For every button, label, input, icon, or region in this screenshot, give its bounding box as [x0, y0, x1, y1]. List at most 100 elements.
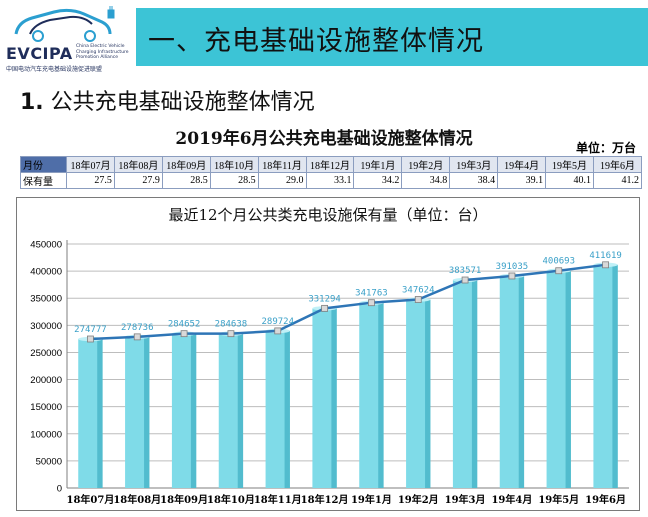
bar-shade	[565, 270, 571, 488]
table-value-row: 保有量 27.5 27.9 28.5 28.5 29.0 33.1 34.2 3…	[20, 172, 643, 189]
table-row-label: 保有量	[20, 172, 67, 189]
chart-title: 最近12个月公共类充电设施保有量（单位：台）	[168, 206, 488, 224]
table-value-cell: 34.2	[353, 172, 403, 189]
bar-shade	[471, 280, 478, 488]
line-marker	[180, 330, 188, 338]
line-marker	[414, 296, 422, 303]
line-marker	[227, 330, 235, 338]
table-month-cell: 19年3月	[449, 156, 499, 173]
y-tick-label: 350000	[30, 294, 62, 305]
table-value-cell: 40.1	[545, 172, 594, 189]
table-value-cell: 29.0	[257, 172, 307, 189]
line-marker	[368, 299, 375, 307]
car-plug-icon	[14, 6, 115, 42]
table-month-cell: 18年08月	[113, 156, 163, 173]
table-title: 2019年6月公共充电基础设施整体情况	[175, 129, 473, 149]
table-value-cell: 33.1	[305, 172, 355, 189]
line-marker	[87, 335, 94, 343]
chart-container: 最近12个月公共类充电设施保有量（单位：台） 0 50000 100000 15000…	[16, 197, 640, 511]
line-marker	[133, 333, 141, 341]
data-label: 347624	[402, 286, 435, 296]
y-tick-label: 400000	[30, 267, 62, 278]
table-value-cell: 27.5	[66, 172, 115, 189]
line-marker	[602, 261, 609, 269]
table-value-cell: 39.1	[497, 172, 547, 189]
table-month-cell: 19年6月	[592, 156, 643, 173]
bar-shade	[144, 336, 150, 488]
bar-shade	[237, 333, 244, 488]
y-tick-label: 150000	[30, 402, 62, 413]
bar-shade	[190, 333, 197, 488]
section-heading: 1. 公共充电基础设施整体情况	[20, 84, 315, 116]
chart-svg: 0 50000 100000 150000 200000 250000 300000 3500…	[30, 240, 629, 506]
bar-shade	[425, 299, 431, 488]
line-marker	[555, 267, 563, 275]
x-tick-label: 18年10月	[207, 493, 255, 506]
bar-shade	[331, 308, 337, 488]
x-tick-label: 19年3月	[445, 493, 486, 506]
data-label: 411619	[589, 251, 622, 261]
bar-shade	[378, 302, 384, 488]
line-marker	[274, 327, 282, 335]
x-tick-label: 19年4月	[491, 493, 532, 506]
y-tick-label: 450000	[30, 240, 62, 251]
data-label: 278736	[121, 323, 154, 333]
bar-shade	[518, 275, 525, 488]
data-label: 284652	[168, 320, 201, 330]
y-tick-label: 200000	[30, 375, 62, 386]
data-label: 383571	[449, 266, 482, 276]
data-label: 331294	[308, 294, 341, 304]
logo-name: EVCIPA	[6, 44, 73, 63]
page-title: 一、充电基础设施整体情况	[148, 26, 484, 57]
data-label: 289724	[261, 317, 294, 327]
x-tick-label: 18年08月	[113, 493, 161, 506]
line-marker	[321, 304, 328, 312]
series-line	[90, 263, 606, 341]
table-month-cell: 19年2月	[401, 156, 451, 173]
y-tick-label: 100000	[30, 429, 62, 440]
x-tick-label: 19年5月	[538, 493, 579, 506]
table-header-row: 月份 18年07月 18年08月 18年09月 18年10月 18年11月 18…	[20, 156, 643, 173]
unit-label: 单位：万台	[575, 141, 636, 155]
table-value-cell: 41.2	[592, 172, 643, 189]
table-month-cell: 18年12月	[305, 156, 355, 173]
line-marker	[461, 276, 469, 284]
evcipa-logo: EVCIPA China Electric Vehicle Charging I…	[4, 4, 132, 76]
x-tick-label: 18年12月	[301, 493, 349, 506]
section-title: 公共充电基础设施整体情况	[50, 90, 315, 115]
logo-english: China Electric Vehicle Charging Infrastr…	[76, 44, 129, 60]
y-tick-label: 0	[57, 484, 62, 495]
table-row-label: 月份	[20, 156, 67, 173]
data-label: 284638	[215, 320, 248, 330]
y-tick-label: 300000	[30, 321, 62, 332]
y-tick-label: 50000	[36, 456, 62, 467]
bar-shade	[97, 339, 103, 488]
table-month-cell: 18年09月	[161, 156, 211, 173]
table-month-cell: 18年11月	[257, 156, 307, 173]
summary-table: 月份 18年07月 18年08月 18年09月 18年10月 18年11月 18…	[20, 156, 643, 189]
table-month-cell: 19年5月	[545, 156, 594, 173]
table-value-cell: 34.8	[401, 172, 451, 189]
bar-shade	[284, 330, 290, 488]
x-tick-label: 19年6月	[585, 493, 626, 506]
section-number: 1.	[20, 90, 44, 115]
table-month-cell: 18年10月	[209, 156, 259, 173]
bar-shade	[612, 264, 618, 488]
table-month-cell: 19年4月	[497, 156, 547, 173]
table-value-cell: 28.5	[161, 172, 211, 189]
table-month-cell: 18年07月	[66, 156, 115, 173]
table-value-cell: 27.9	[113, 172, 163, 189]
data-label: 391035	[496, 262, 529, 272]
data-label: 341763	[355, 289, 388, 299]
x-tick-label: 18年09月	[160, 493, 208, 506]
x-tick-label: 19年1月	[351, 493, 392, 506]
table-month-cell: 19年1月	[353, 156, 403, 173]
logo-chinese: 中国电动汽车充电基础设施促进联盟	[6, 66, 103, 73]
line-marker	[508, 272, 516, 280]
x-tick-label: 18年07月	[66, 493, 114, 506]
title-banner: 一、充电基础设施整体情况	[136, 8, 648, 66]
data-label: 274777	[74, 325, 107, 335]
data-label: 400693	[542, 257, 575, 267]
x-tick-label: 19年2月	[398, 493, 439, 506]
table-value-cell: 28.5	[209, 172, 259, 189]
